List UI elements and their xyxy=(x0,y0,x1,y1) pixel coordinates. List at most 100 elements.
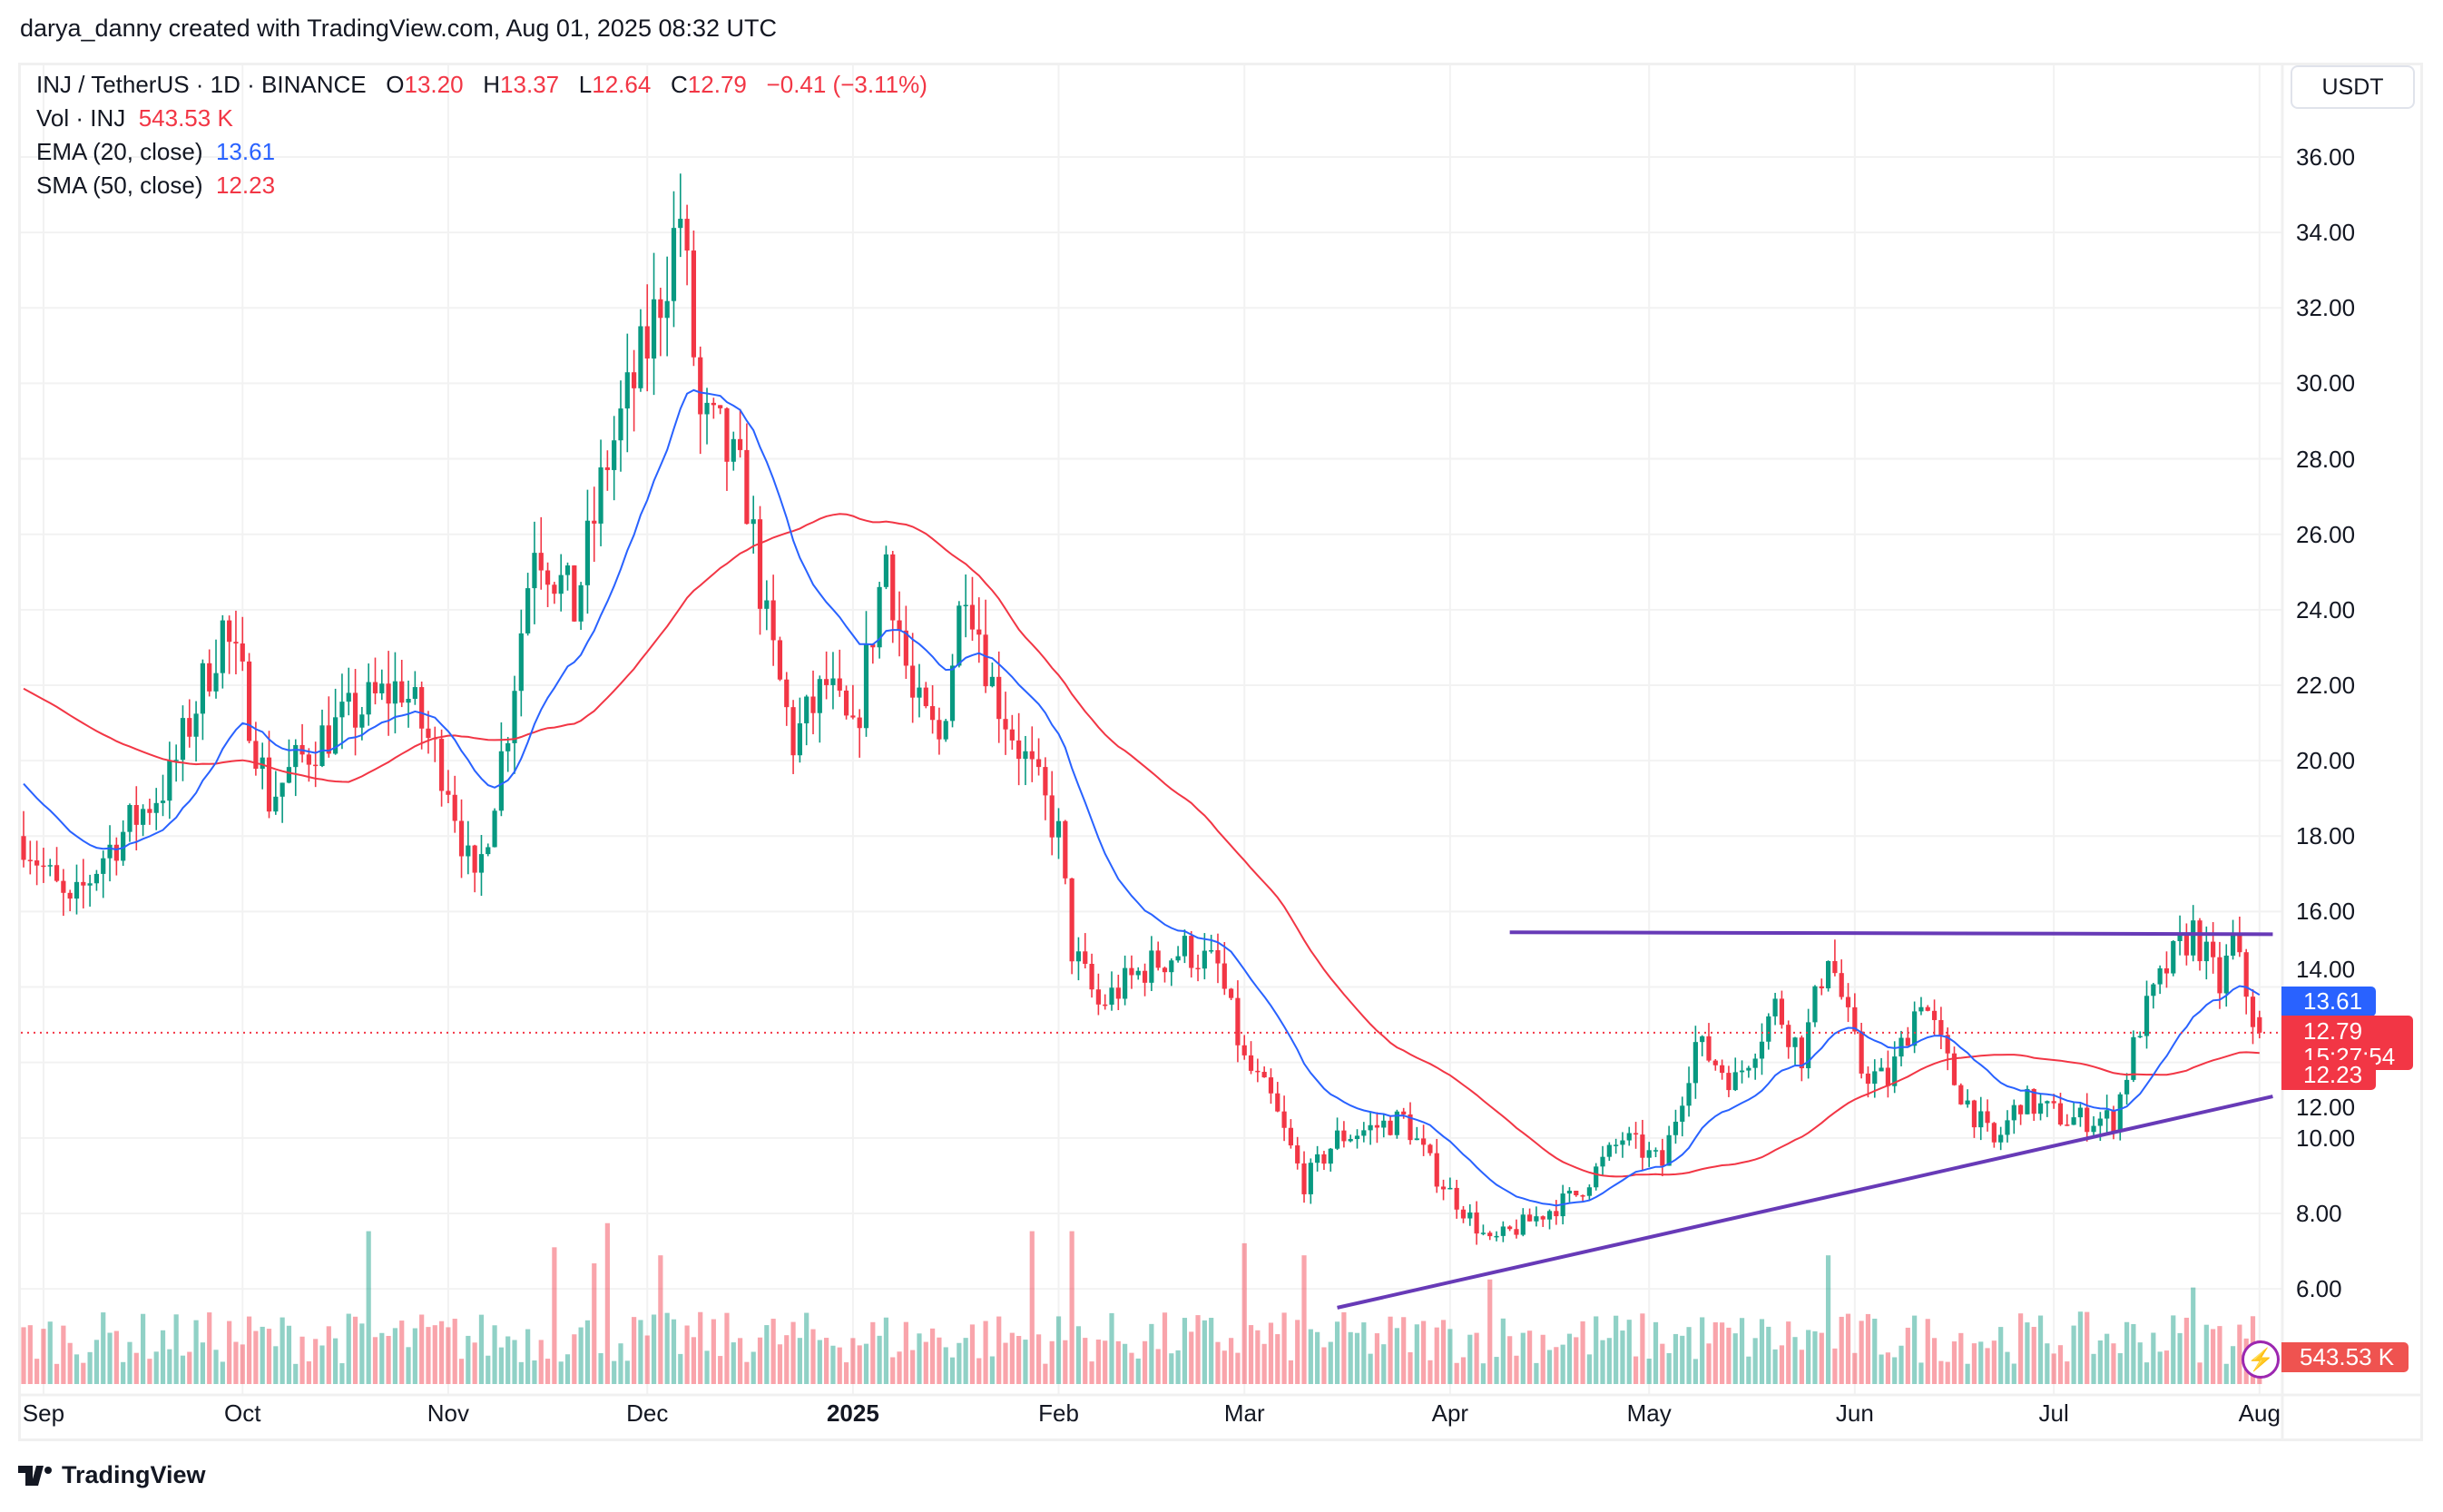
candle-body xyxy=(969,604,976,630)
candle xyxy=(1354,1129,1360,1149)
candle-body xyxy=(757,519,763,609)
candle-body xyxy=(751,519,756,525)
candle-body xyxy=(1135,970,1141,976)
candle-body xyxy=(724,407,730,462)
candle-body xyxy=(1746,1067,1751,1071)
candle-body xyxy=(1460,1209,1467,1219)
volume-bar xyxy=(757,1337,763,1384)
candle-body xyxy=(1003,719,1008,730)
legend-sma-value: 12.23 xyxy=(215,172,276,199)
candle xyxy=(273,771,279,815)
volume-bar xyxy=(1978,1341,1984,1384)
volume-bar xyxy=(492,1325,497,1384)
candle-body xyxy=(47,865,53,867)
tradingview-logo[interactable]: TradingView xyxy=(18,1461,206,1489)
candle-body xyxy=(1248,1055,1254,1071)
candle xyxy=(1985,1099,1990,1132)
volume-bar xyxy=(830,1345,836,1384)
candle xyxy=(74,864,80,915)
volume-bar xyxy=(2071,1325,2076,1384)
candle-body xyxy=(632,372,637,388)
candle xyxy=(777,636,783,682)
lightning-icon[interactable]: ⚡ xyxy=(2242,1340,2280,1379)
price-tick-label: 10.00 xyxy=(2296,1124,2356,1152)
candle xyxy=(246,653,252,744)
candle xyxy=(1898,1030,1904,1066)
legend-ema[interactable]: EMA (20, close) 13.61 xyxy=(36,138,275,166)
candle xyxy=(140,804,146,837)
volume-bar xyxy=(2057,1345,2064,1384)
candle xyxy=(187,699,192,748)
price-tick-label: 30.00 xyxy=(2296,369,2356,398)
legend-volume[interactable]: Vol · INJ 543.53 K xyxy=(36,104,233,133)
candle xyxy=(1155,941,1161,971)
legend-change: −0.41 (−3.11%) xyxy=(766,71,927,98)
candle xyxy=(505,737,511,772)
volume-bar xyxy=(1480,1363,1486,1384)
candle xyxy=(910,633,916,723)
volume-bar xyxy=(1614,1315,1619,1384)
candle-body xyxy=(1055,820,1062,838)
candle-body xyxy=(486,847,491,855)
candle-body xyxy=(1182,936,1188,957)
candle xyxy=(618,380,623,472)
volume-bar xyxy=(1931,1338,1938,1384)
candle xyxy=(698,346,703,455)
candle xyxy=(1434,1138,1439,1193)
candle xyxy=(850,684,856,720)
candle xyxy=(319,709,325,768)
candle xyxy=(2065,1114,2070,1126)
candle xyxy=(1043,757,1048,820)
volume-bar xyxy=(698,1311,703,1384)
volume-bar xyxy=(2031,1327,2036,1384)
candle-body xyxy=(1049,795,1055,838)
candle xyxy=(2018,1104,2024,1125)
volume-bar xyxy=(1288,1360,1294,1384)
time-tick-label: Mar xyxy=(1223,1399,1265,1427)
volume-bar xyxy=(1467,1334,1473,1384)
candle-body xyxy=(1083,951,1088,964)
volume-bar xyxy=(790,1321,796,1384)
volume-bar xyxy=(1261,1343,1267,1384)
candle xyxy=(492,808,497,848)
currency-button[interactable]: USDT xyxy=(2291,65,2415,109)
candle-body xyxy=(1035,759,1042,768)
volume-bar xyxy=(127,1341,132,1384)
candle xyxy=(1341,1121,1347,1148)
candle-body xyxy=(976,629,982,635)
price-tick-label: 8.00 xyxy=(2296,1199,2342,1227)
candle-body xyxy=(1348,1139,1353,1142)
candle xyxy=(41,848,46,883)
candle-body xyxy=(1720,1065,1725,1074)
volume-bar xyxy=(1394,1328,1399,1384)
candle xyxy=(937,707,942,755)
candle-body xyxy=(2057,1103,2064,1125)
candle-body xyxy=(1235,997,1241,1046)
volume-bar xyxy=(1222,1350,1227,1384)
candle-body xyxy=(604,466,610,470)
volume-bar xyxy=(147,1359,152,1384)
volume-bar xyxy=(1507,1336,1513,1384)
volume-bar xyxy=(2237,1324,2242,1384)
volume-bar xyxy=(824,1338,829,1384)
price-tick-label: 22.00 xyxy=(2296,671,2356,699)
candle xyxy=(1421,1124,1427,1156)
candle-body xyxy=(67,892,73,899)
candle xyxy=(737,408,743,458)
volume-bar xyxy=(1686,1327,1692,1384)
volume-bar xyxy=(352,1316,358,1384)
candle-body xyxy=(1653,1150,1659,1152)
volume-bar xyxy=(113,1330,119,1384)
candle xyxy=(538,516,544,590)
candle-body xyxy=(1421,1138,1427,1145)
legend-sma[interactable]: SMA (50, close) 12.23 xyxy=(36,172,275,200)
volume-bar xyxy=(1951,1341,1957,1384)
candle xyxy=(1009,714,1015,751)
volume-bar xyxy=(837,1347,842,1384)
candle-body xyxy=(1712,1060,1718,1065)
candle-body xyxy=(877,586,882,648)
candle xyxy=(1361,1122,1367,1143)
candle-body xyxy=(87,883,93,886)
candle-body xyxy=(837,678,842,691)
